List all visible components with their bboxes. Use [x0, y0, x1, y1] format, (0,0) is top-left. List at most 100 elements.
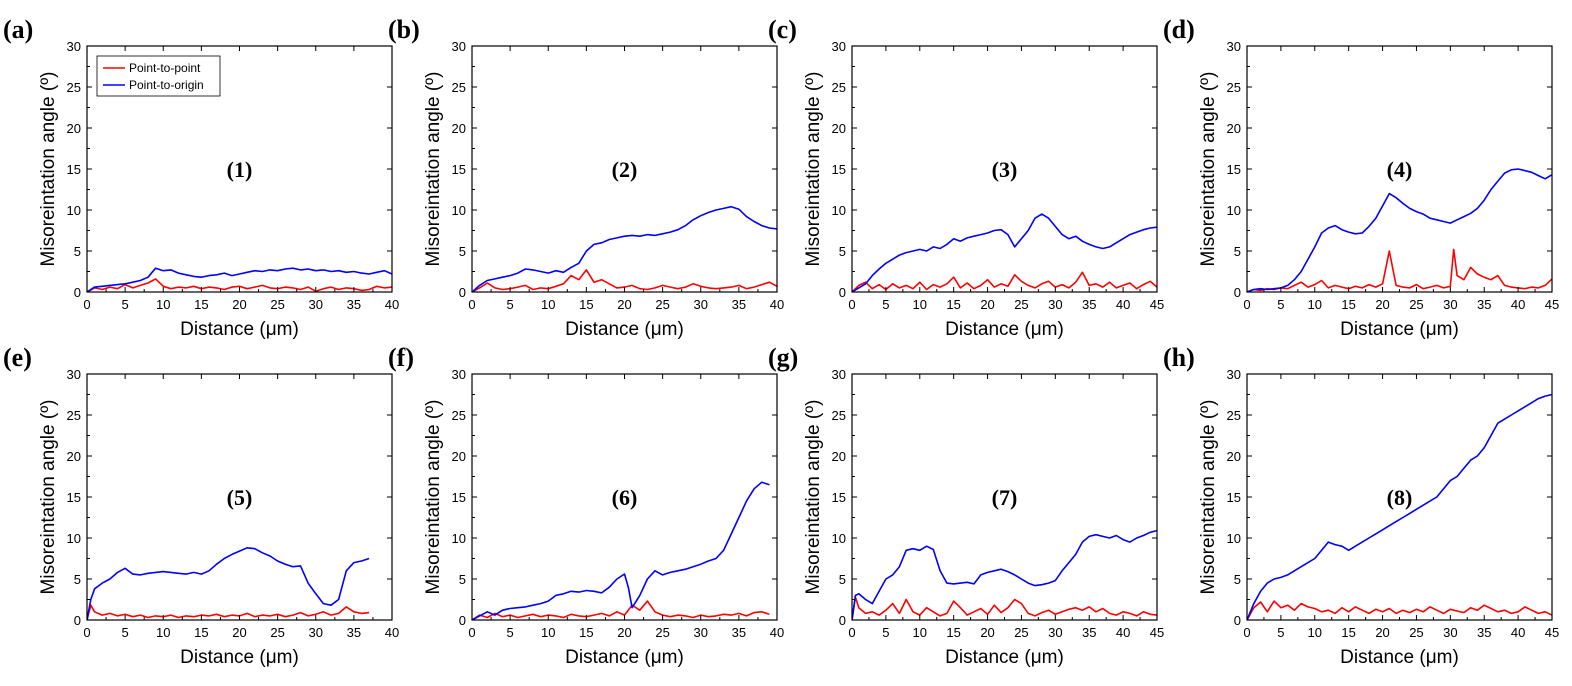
y-tick-label: 15 — [1227, 162, 1241, 177]
x-tick-label: 30 — [1443, 297, 1457, 312]
panel-number-label: (1) — [227, 157, 253, 182]
legend-box — [96, 55, 221, 97]
y-tick-label: 30 — [452, 367, 466, 382]
x-tick-label: 20 — [1375, 625, 1389, 640]
x-tick-label: 15 — [1341, 297, 1355, 312]
x-tick-label: 45 — [1150, 297, 1164, 312]
x-tick-label: 35 — [732, 625, 746, 640]
x-tick-label: 30 — [694, 297, 708, 312]
y-tick-label: 25 — [67, 408, 81, 423]
y-tick-label: 15 — [67, 490, 81, 505]
y-tick-label: 20 — [67, 121, 81, 136]
x-tick-label: 20 — [1375, 297, 1389, 312]
x-tick-label: 0 — [83, 297, 90, 312]
y-tick-label: 0 — [839, 285, 846, 300]
series-line-point-to-point — [1247, 248, 1552, 292]
x-axis-title: Distance (μm) — [945, 647, 1064, 668]
y-tick-label: 10 — [1227, 203, 1241, 218]
y-tick-label: 25 — [832, 408, 846, 423]
panel-letter: (a) — [3, 15, 33, 44]
y-tick-label: 30 — [832, 367, 846, 382]
x-tick-label: 15 — [946, 297, 960, 312]
x-tick-label: 40 — [1511, 625, 1525, 640]
series-line-point-to-point — [852, 271, 1157, 292]
x-tick-label: 25 — [1409, 297, 1423, 312]
x-tick-label: 20 — [980, 297, 994, 312]
x-tick-label: 40 — [385, 297, 399, 312]
x-tick-label: 40 — [770, 297, 784, 312]
y-tick-label: 30 — [832, 39, 846, 54]
x-tick-label: 0 — [83, 625, 90, 640]
y-tick-label: 5 — [839, 572, 846, 587]
x-tick-label: 40 — [1511, 297, 1525, 312]
x-tick-label: 15 — [1341, 625, 1355, 640]
y-tick-label: 15 — [832, 162, 846, 177]
chart-panel-6: 0 5 10 15 20 25 30 35 40 0 5 10 15 20 25 30 Distance (μm… — [388, 343, 784, 668]
x-axis-title: Distance (μm) — [565, 319, 684, 340]
x-tick-label: 30 — [1048, 297, 1062, 312]
x-tick-label: 40 — [385, 625, 399, 640]
x-tick-label: 5 — [507, 297, 514, 312]
x-tick-label: 20 — [232, 625, 246, 640]
y-tick-label: 20 — [452, 121, 466, 136]
x-axis-title: Distance (μm) — [945, 319, 1064, 340]
x-tick-label: 10 — [541, 625, 555, 640]
panel-letter: (b) — [388, 15, 420, 44]
panel-number-label: (7) — [992, 485, 1018, 510]
x-tick-label: 10 — [541, 297, 555, 312]
series-line-point-to-origin — [472, 205, 777, 292]
y-tick-label: 25 — [452, 80, 466, 95]
chart-panel-4: 0 5 10 15 20 25 30 35 40 45 0 5 10 15 20 25 30 Distance (… — [1163, 15, 1559, 340]
series-line-point-to-origin — [1247, 168, 1552, 292]
panel-letter: (c) — [768, 15, 797, 44]
y-tick-label: 5 — [459, 244, 466, 259]
y-tick-label: 25 — [452, 408, 466, 423]
y-tick-label: 30 — [67, 367, 81, 382]
y-axis-title: Misoreintation angle (º) — [1198, 72, 1219, 267]
x-tick-label: 0 — [1243, 297, 1250, 312]
y-tick-label: 10 — [1227, 531, 1241, 546]
series-line-point-to-point — [87, 278, 392, 292]
x-tick-label: 25 — [655, 625, 669, 640]
panel-number-label: (4) — [1387, 157, 1413, 182]
y-tick-label: 20 — [832, 449, 846, 464]
y-tick-label: 15 — [67, 162, 81, 177]
x-tick-label: 35 — [1477, 297, 1491, 312]
y-tick-label: 0 — [74, 285, 81, 300]
panel-number-label: (6) — [612, 485, 638, 510]
y-tick-label: 25 — [1227, 80, 1241, 95]
x-tick-label: 0 — [848, 625, 855, 640]
x-tick-label: 0 — [1243, 625, 1250, 640]
y-tick-label: 10 — [67, 203, 81, 218]
panel-number-label: (2) — [612, 157, 638, 182]
chart-panel-3: 0 5 10 15 20 25 30 35 40 45 0 5 10 15 20 25 30 Distance (… — [768, 15, 1164, 340]
x-tick-label: 0 — [848, 297, 855, 312]
y-tick-label: 15 — [452, 490, 466, 505]
panel-letter: (d) — [1163, 15, 1195, 44]
x-tick-label: 5 — [882, 297, 889, 312]
y-tick-label: 10 — [452, 203, 466, 218]
y-tick-label: 5 — [74, 244, 81, 259]
x-tick-label: 35 — [732, 297, 746, 312]
x-tick-label: 20 — [232, 297, 246, 312]
x-axis-title: Distance (μm) — [1340, 647, 1459, 668]
panel-letter: (e) — [3, 343, 32, 372]
chart-panel-5: 0 5 10 15 20 25 30 35 40 0 5 10 15 20 25 30 Distance (μm… — [3, 343, 399, 668]
y-tick-label: 15 — [1227, 490, 1241, 505]
y-tick-label: 5 — [1234, 572, 1241, 587]
y-tick-label: 0 — [1234, 285, 1241, 300]
series-line-point-to-point — [472, 600, 770, 620]
y-tick-label: 20 — [1227, 121, 1241, 136]
y-tick-label: 10 — [67, 531, 81, 546]
series-line-point-to-point — [87, 604, 370, 620]
y-tick-label: 5 — [1234, 244, 1241, 259]
y-tick-label: 30 — [67, 39, 81, 54]
y-tick-label: 25 — [832, 80, 846, 95]
x-tick-label: 25 — [1014, 297, 1028, 312]
x-tick-label: 30 — [694, 625, 708, 640]
y-tick-label: 0 — [459, 613, 466, 628]
series-line-point-to-origin — [852, 529, 1157, 620]
chart-panel-2: 0 5 10 15 20 25 30 35 40 0 5 10 15 20 25 30 Distance (μm… — [388, 15, 784, 340]
panel-letter: (f) — [388, 343, 414, 372]
y-tick-label: 20 — [67, 449, 81, 464]
